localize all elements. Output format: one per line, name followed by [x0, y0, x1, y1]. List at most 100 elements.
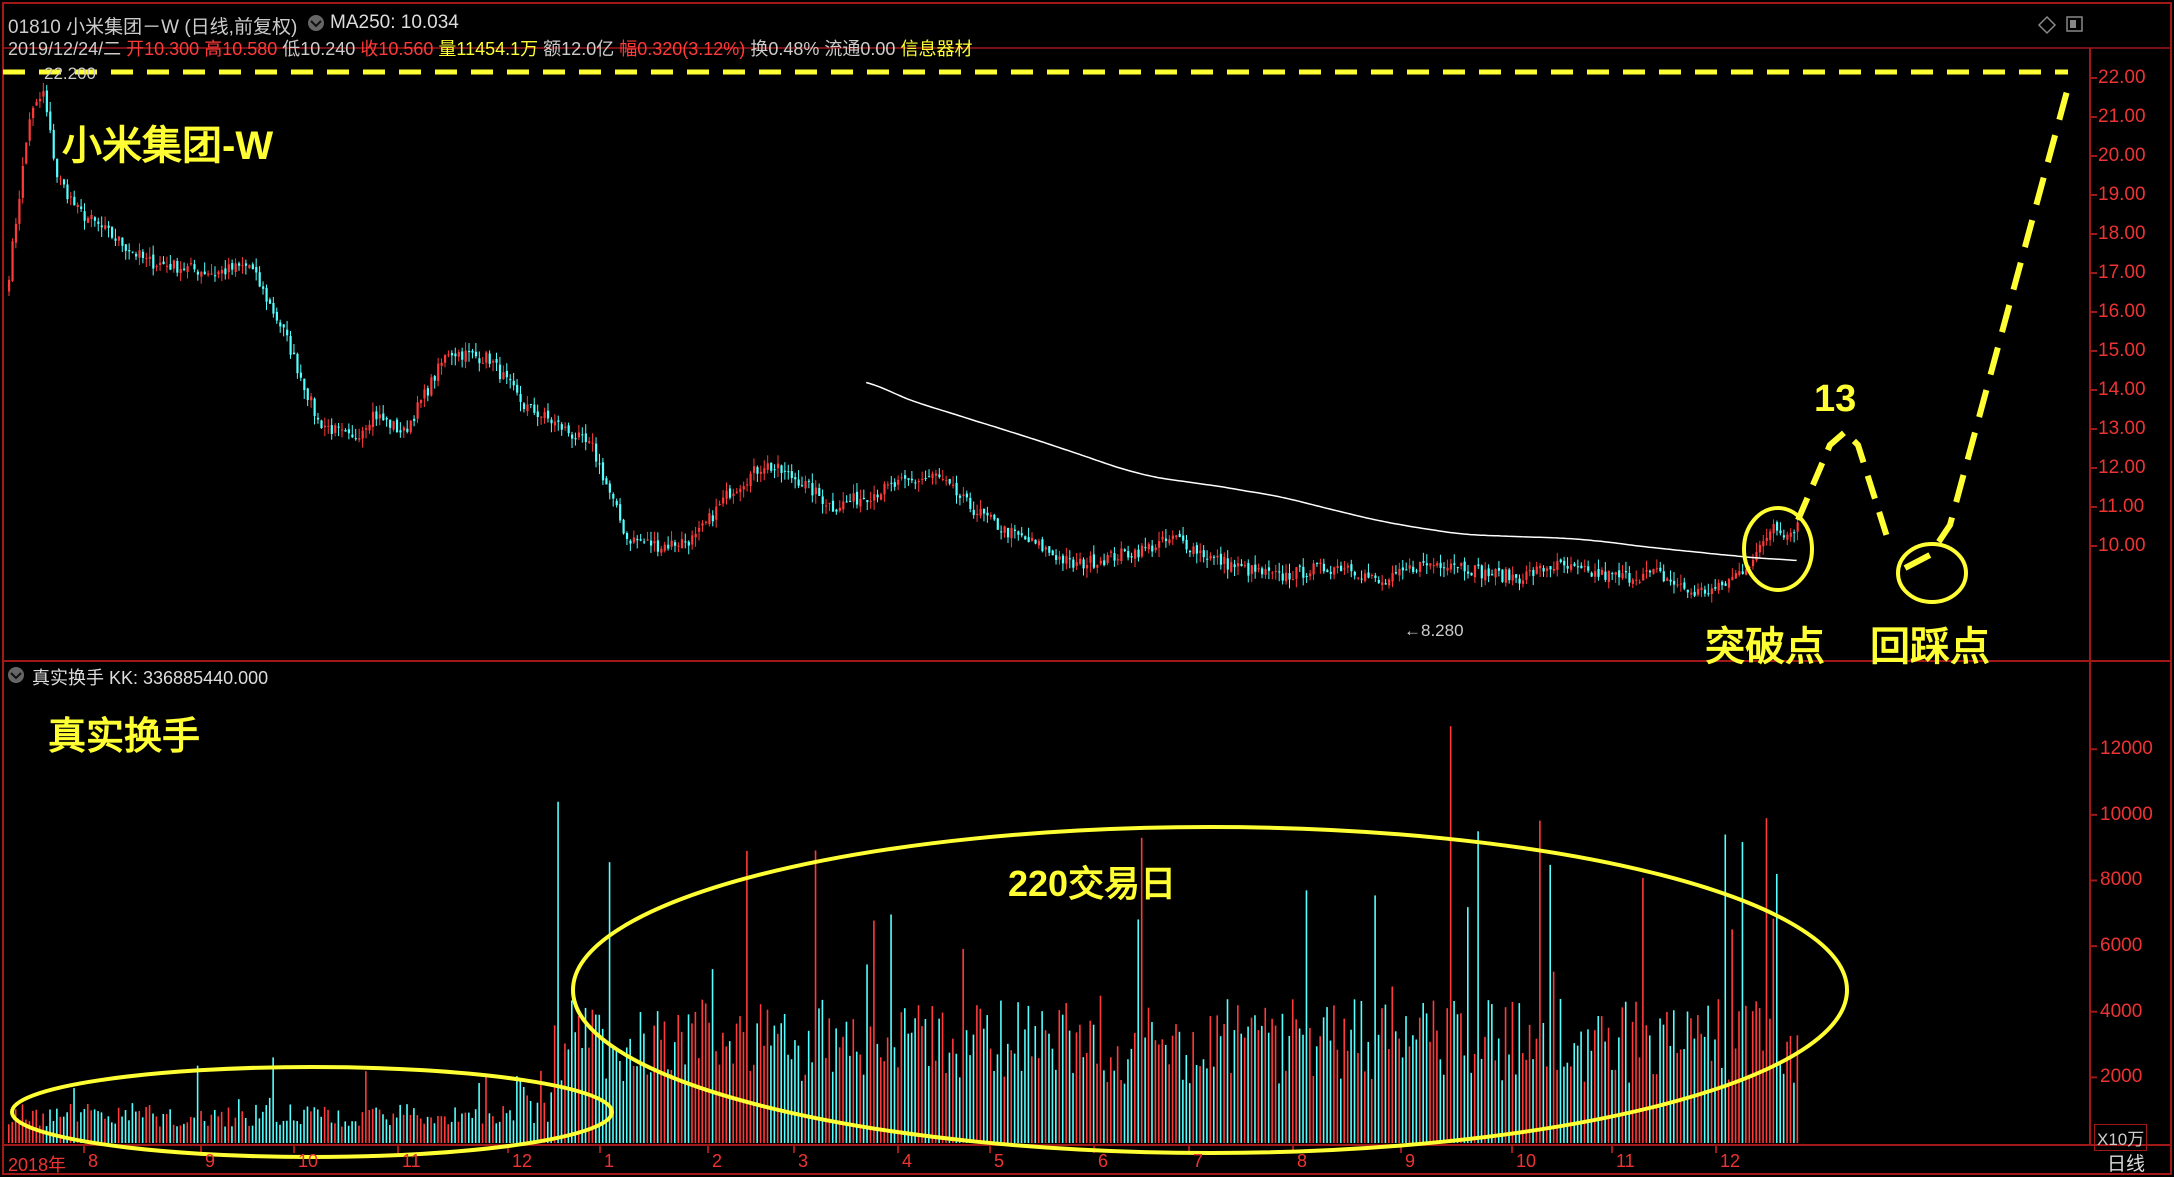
header-row-1: 01810 小米集团－W (日线,前复权): [8, 12, 297, 39]
candle-body: [138, 250, 141, 258]
turnover-bar: [354, 1121, 357, 1143]
sector-link[interactable]: 信息器材: [900, 39, 973, 59]
turnover-bar: [97, 1111, 99, 1143]
turnover-bar: [886, 1037, 889, 1143]
candle-body: [1281, 573, 1284, 581]
turnover-bar: [780, 1023, 783, 1143]
candle-body: [1209, 556, 1212, 559]
diamond-icon[interactable]: [2037, 15, 2057, 35]
candle-body: [1233, 564, 1236, 568]
candle-body: [924, 477, 927, 479]
turnover-bar: [107, 1116, 110, 1143]
turnover-bar: [1717, 999, 1720, 1143]
candle-body: [186, 266, 189, 272]
candle-body: [1013, 529, 1017, 531]
turnover-bar: [1092, 1024, 1095, 1143]
candle-body: [540, 416, 543, 418]
candle-body: [97, 221, 100, 224]
candle-body: [1769, 531, 1772, 540]
turnover-bars: [8, 726, 1799, 1143]
turnover-bar: [286, 1120, 288, 1143]
candle-body: [804, 480, 807, 489]
candle-body: [1731, 576, 1734, 581]
turnover-bar: [275, 1121, 278, 1143]
turnover-bar: [1432, 1000, 1435, 1143]
sub-indicator-toggle-icon[interactable]: [8, 667, 24, 683]
candle-body: [351, 434, 354, 438]
turnover-bar: [1669, 1045, 1672, 1143]
turnover-bar: [526, 1095, 528, 1143]
pullback-circle: [1896, 542, 1968, 604]
candle-body: [117, 236, 121, 241]
turnover-bar: [382, 1114, 384, 1143]
candle-body: [948, 478, 951, 484]
candle-body: [989, 514, 993, 517]
candle-body: [1398, 568, 1401, 576]
candle-body: [845, 501, 848, 503]
candle-body: [763, 468, 766, 474]
turnover-bar: [334, 1123, 336, 1143]
candle-body: [667, 544, 670, 549]
candle-body: [1329, 571, 1332, 574]
candle-body: [1662, 571, 1665, 582]
turnover-bar: [928, 1066, 930, 1143]
turnover-bar: [1223, 1023, 1225, 1143]
candle-body: [25, 142, 28, 164]
candle-body: [426, 388, 430, 396]
turnover-bar: [649, 1072, 652, 1143]
candle-body: [1487, 568, 1490, 577]
turnover-bar: [220, 1111, 223, 1143]
high-key: 高: [204, 39, 223, 59]
turnover-bar: [976, 1005, 978, 1143]
candle-body: [732, 493, 735, 496]
candle-body: [148, 256, 151, 259]
turnover-bar: [28, 1121, 31, 1143]
turnover-bar: [389, 1125, 391, 1143]
candle-body: [711, 515, 714, 522]
turnover-bar: [1391, 986, 1394, 1143]
indicator-toggle-icon[interactable]: [308, 15, 324, 31]
turnover-bar: [1020, 1070, 1023, 1143]
turnover-bar: [141, 1117, 144, 1143]
candle-body: [135, 253, 138, 257]
candle-body: [1291, 579, 1295, 581]
turnover-bar: [464, 1112, 467, 1143]
candle-body: [310, 396, 313, 401]
turnover-bar: [1302, 1034, 1304, 1143]
turnover-bar: [121, 1116, 123, 1143]
candle-body: [224, 268, 227, 275]
turnover-bar: [735, 1023, 738, 1143]
candle-body: [200, 271, 203, 277]
candle-body: [416, 402, 419, 419]
candle-body: [759, 471, 763, 474]
candle-body: [203, 271, 206, 275]
turnover-bar: [488, 1113, 491, 1143]
turnover-bar: [986, 1015, 988, 1143]
candle-body: [430, 377, 433, 396]
candle-body: [1285, 572, 1288, 582]
candle-body: [1085, 565, 1089, 569]
candle-body: [1549, 566, 1552, 570]
turnover-bar: [375, 1107, 377, 1143]
turnover-bar: [148, 1105, 151, 1143]
low-key: 低: [282, 39, 301, 59]
candle-body: [900, 477, 903, 479]
candle-body: [883, 483, 886, 495]
candle-body: [546, 410, 550, 419]
candle-body: [1298, 565, 1301, 567]
turnover-tick-label: 6000: [2100, 935, 2143, 957]
candle-body: [1793, 532, 1796, 534]
candle-body: [601, 462, 605, 481]
turnover-bar: [948, 1052, 951, 1143]
float-key: 流通: [824, 39, 861, 59]
turnover-bar: [670, 1069, 673, 1143]
candle-body: [114, 238, 117, 241]
window-icon[interactable]: [2066, 16, 2083, 32]
candle-body: [62, 179, 66, 185]
turnover-bar: [1525, 1059, 1527, 1143]
candle-body: [952, 484, 955, 486]
turnover-bar: [135, 1111, 137, 1143]
turnover-bar: [1497, 1038, 1500, 1143]
period-selector[interactable]: 日线: [2107, 1154, 2146, 1175]
turnover-bar: [835, 1028, 837, 1143]
